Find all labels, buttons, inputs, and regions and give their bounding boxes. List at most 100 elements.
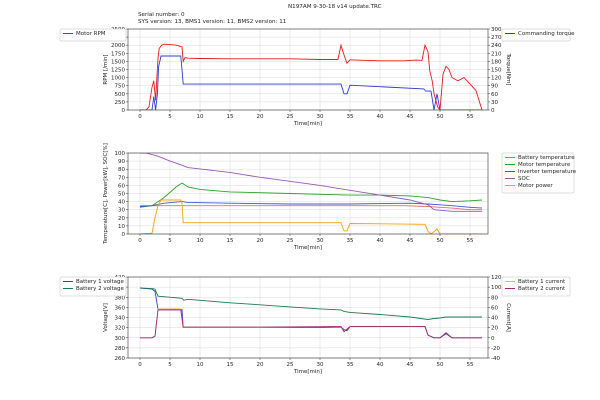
y-right-tick-label: 60 (491, 305, 498, 311)
y-right-tick-label: 90 (491, 84, 498, 90)
x-tick-label: 20 (257, 114, 264, 120)
x-tick-label: 25 (287, 114, 294, 120)
x-tick-label: 35 (347, 362, 354, 368)
y-tick-label: 1000 (111, 76, 125, 82)
series-line-commanding-torque (140, 55, 482, 110)
legend-box (501, 276, 571, 297)
x-tick-label: 10 (197, 362, 204, 368)
y-tick-label: 50 (118, 192, 125, 198)
legend-entry: Battery 1 voltage (76, 279, 125, 285)
y-tick-label: 80 (118, 167, 125, 173)
y-tick-label: 260 (115, 356, 126, 362)
x-axis-label: Time[min] (293, 369, 322, 375)
legend-entry: Battery 1 current (518, 279, 566, 285)
y-right-tick-label: 120 (491, 76, 502, 82)
x-tick-label: 5 (168, 238, 172, 244)
y-tick-label: 60 (118, 183, 125, 189)
x-tick-label: 10 (197, 114, 204, 120)
x-tick-label: 0 (138, 114, 142, 120)
y-tick-label: 90 (118, 159, 125, 165)
x-tick-label: 55 (467, 114, 474, 120)
x-tick-label: 15 (227, 238, 234, 244)
y-tick-label: 500 (115, 92, 126, 98)
x-tick-label: 50 (437, 114, 444, 120)
x-tick-label: 35 (347, 238, 354, 244)
y-tick-label: 320 (115, 326, 126, 332)
x-tick-label: 15 (227, 362, 234, 368)
x-tick-label: 20 (257, 238, 264, 244)
legend-entry: Commanding torque (518, 31, 575, 37)
y-right-tick-label: 0 (491, 336, 495, 342)
y-tick-label: 280 (115, 346, 126, 352)
legend-entry: SOC (518, 176, 530, 182)
series-line-inverter-temperature (139, 201, 483, 209)
y-tick-label: 300 (115, 336, 126, 342)
legend-box (501, 152, 575, 194)
legend-entry: Motor RPM (76, 31, 106, 37)
y-right-tick-label: 40 (491, 316, 498, 322)
x-tick-label: 30 (317, 238, 324, 244)
x-tick-label: 40 (377, 238, 384, 244)
y-right-axis-label: Current[A] (505, 303, 511, 332)
x-tick-label: 45 (407, 114, 414, 120)
y-tick-label: 0 (122, 108, 126, 114)
y-right-tick-label: 0 (491, 108, 495, 114)
series-line-battery-temperature (140, 205, 482, 211)
series-line-battery-2-current (140, 309, 482, 339)
legend-entry: Battery temperature (518, 155, 575, 161)
y-right-tick-label: 80 (491, 295, 498, 301)
legend-entry: Motor power (518, 183, 553, 189)
x-tick-label: 25 (287, 362, 294, 368)
serial-number-label: Serial number: 0 (138, 12, 185, 18)
legend-box (59, 276, 127, 297)
y-axis-label: RPM [/min] (103, 54, 109, 84)
y-tick-label: 20 (118, 216, 125, 222)
x-axis-label: Time[min] (293, 245, 322, 251)
y-axis-label: Voltage[V] (103, 303, 109, 332)
y-tick-label: 1750 (111, 51, 125, 57)
series-line-battery-2-voltage (139, 287, 482, 320)
y-tick-label: 30 (118, 208, 125, 214)
y-axis-label: Temperature[C], Power[kW], SOC[%] (103, 143, 109, 245)
x-tick-label: 45 (407, 238, 414, 244)
x-tick-label: 50 (437, 362, 444, 368)
y-right-tick-label: 30 (491, 100, 498, 106)
y-right-tick-label: 270 (491, 35, 502, 41)
y-tick-label: 360 (115, 305, 126, 311)
y-right-tick-label: 210 (491, 51, 502, 57)
x-tick-label: 20 (257, 362, 264, 368)
x-tick-label: 40 (377, 114, 384, 120)
series-line-battery-1-voltage (139, 287, 482, 339)
chart-title: N197AM 9-30-18 v14 update.TRC (288, 4, 382, 10)
x-tick-label: 10 (197, 238, 204, 244)
y-tick-label: 1500 (111, 59, 125, 65)
y-tick-label: 380 (115, 295, 126, 301)
series-line-soc (140, 153, 482, 212)
legend-entry: Inverter temperature (518, 169, 577, 175)
x-tick-label: 0 (138, 362, 142, 368)
y-tick-label: 750 (115, 84, 126, 90)
legend-entry: Battery 2 voltage (76, 286, 125, 292)
y-tick-label: 100 (115, 151, 126, 157)
y-right-tick-label: 60 (491, 92, 498, 98)
y-tick-label: 250 (115, 100, 126, 106)
x-tick-label: 5 (168, 114, 172, 120)
x-tick-label: 40 (377, 362, 384, 368)
x-tick-label: 55 (467, 238, 474, 244)
x-tick-label: 0 (138, 238, 142, 244)
legend-box (59, 28, 127, 42)
series-line-motor-power (139, 199, 482, 234)
x-tick-label: 30 (317, 114, 324, 120)
y-right-tick-label: -40 (491, 356, 500, 362)
y-tick-label: 70 (118, 175, 125, 181)
versions-label: SYS version: 13, BMS1 version: 11, BMS2 … (138, 19, 287, 25)
x-tick-label: 15 (227, 114, 234, 120)
y-right-tick-label: -20 (491, 346, 500, 352)
y-right-tick-label: 150 (491, 68, 502, 74)
series-line-motor-rpm (140, 43, 483, 110)
legend-box (501, 28, 571, 42)
series-line-battery-1-current (140, 308, 482, 339)
y-tick-label: 10 (118, 224, 125, 230)
y-right-tick-label: 120 (491, 275, 502, 281)
